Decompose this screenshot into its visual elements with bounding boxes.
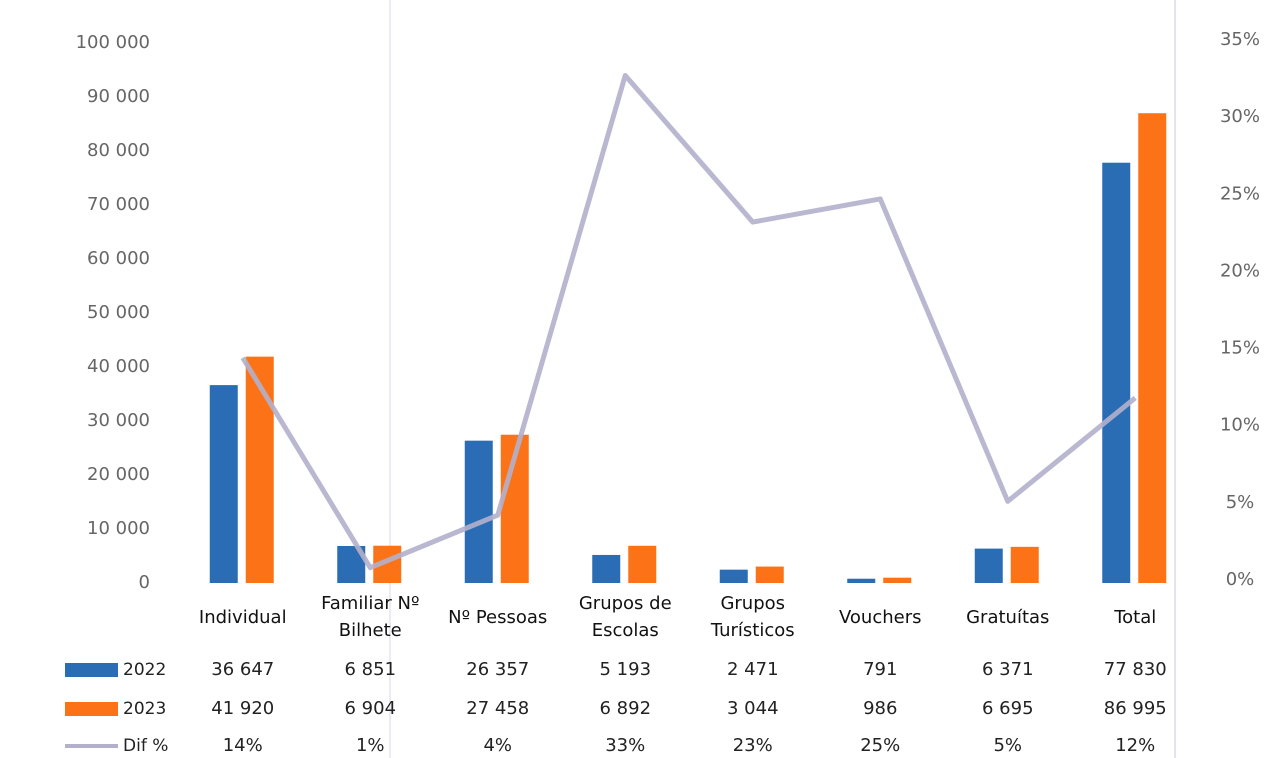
bar [1010, 546, 1039, 583]
y2-tick-label: 0% [1226, 569, 1255, 590]
y-tick-label: 40 000 [87, 356, 150, 377]
table-cell: 3 044 [727, 698, 779, 719]
legend-key [65, 702, 118, 716]
legend-label: 2023 [123, 699, 166, 719]
y-tick-label: 20 000 [87, 464, 150, 485]
table-cell: 27 458 [466, 698, 529, 719]
bar [592, 554, 621, 583]
legend-label: Dif % [123, 736, 168, 756]
y2-tick-label: 20% [1220, 260, 1260, 281]
table-cell: 1% [356, 735, 385, 756]
table-cell: 36 647 [211, 659, 274, 680]
y-tick-label: 100 000 [76, 32, 150, 53]
y2-tick-label: 10% [1220, 415, 1260, 436]
x-tick-label: Individual [198, 606, 287, 628]
x-tick-label: Familiar Nº Bilhete [321, 593, 420, 641]
x-tick-label: Total [1114, 606, 1157, 628]
y2-tick-label: 30% [1220, 106, 1260, 127]
table-cell: 6 904 [344, 698, 396, 719]
x-tick-label: Vouchers [839, 606, 922, 628]
y2-tick-label: 35% [1220, 29, 1260, 50]
y2-tick-label: 5% [1226, 492, 1255, 513]
bar [245, 356, 274, 583]
legend-label: 2022 [123, 660, 166, 680]
bar [209, 385, 238, 583]
table-cell: 12% [1115, 735, 1155, 756]
table-cell: 6 892 [599, 698, 651, 719]
y-tick-label: 50 000 [87, 302, 150, 323]
table-cell: 2 471 [727, 659, 779, 680]
y-tick-label: 70 000 [87, 194, 150, 215]
table-cell: 5 193 [599, 659, 651, 680]
line-series [240, 72, 1137, 571]
table-cell: 986 [863, 698, 897, 719]
bar [628, 545, 657, 583]
y-tick-label: 0 [139, 572, 150, 593]
table-cell: 6 695 [982, 698, 1034, 719]
x-tick-label: Grupos de Escolas [578, 593, 672, 641]
table-cell: 5% [993, 735, 1022, 756]
y-tick-label: 90 000 [87, 86, 150, 107]
bar [719, 569, 748, 583]
table-cell: 77 830 [1104, 659, 1167, 680]
bar [847, 578, 876, 583]
legend-key [65, 663, 118, 677]
table-cell: 41 920 [211, 698, 274, 719]
y-tick-label: 10 000 [87, 518, 150, 539]
table-cell: 791 [863, 659, 897, 680]
table-cell: 33% [605, 735, 645, 756]
table-cell: 6 371 [982, 659, 1034, 680]
table-cell: 26 357 [466, 659, 529, 680]
table-cell: 14% [223, 735, 263, 756]
y2-tick-label: 25% [1220, 183, 1260, 204]
table-cell: 86 995 [1104, 698, 1167, 719]
y-tick-label: 60 000 [87, 248, 150, 269]
bar [1138, 113, 1167, 584]
bar [883, 577, 912, 583]
y-tick-label: 30 000 [87, 410, 150, 431]
table-cell: 4% [483, 735, 512, 756]
y2-tick-label: 15% [1220, 338, 1260, 359]
x-tick-label: Gratuítas [966, 606, 1050, 628]
bar [464, 440, 493, 583]
table-cell: 6 851 [344, 659, 396, 680]
table-cell: 25% [860, 735, 900, 756]
x-tick-label: Grupos Turísticos [710, 593, 795, 641]
table-cell: 23% [733, 735, 773, 756]
x-tick-label: Nº Pessoas [448, 606, 548, 628]
bar [755, 566, 784, 583]
bar [1102, 162, 1131, 583]
bar [974, 548, 1003, 583]
y-tick-label: 80 000 [87, 140, 150, 161]
